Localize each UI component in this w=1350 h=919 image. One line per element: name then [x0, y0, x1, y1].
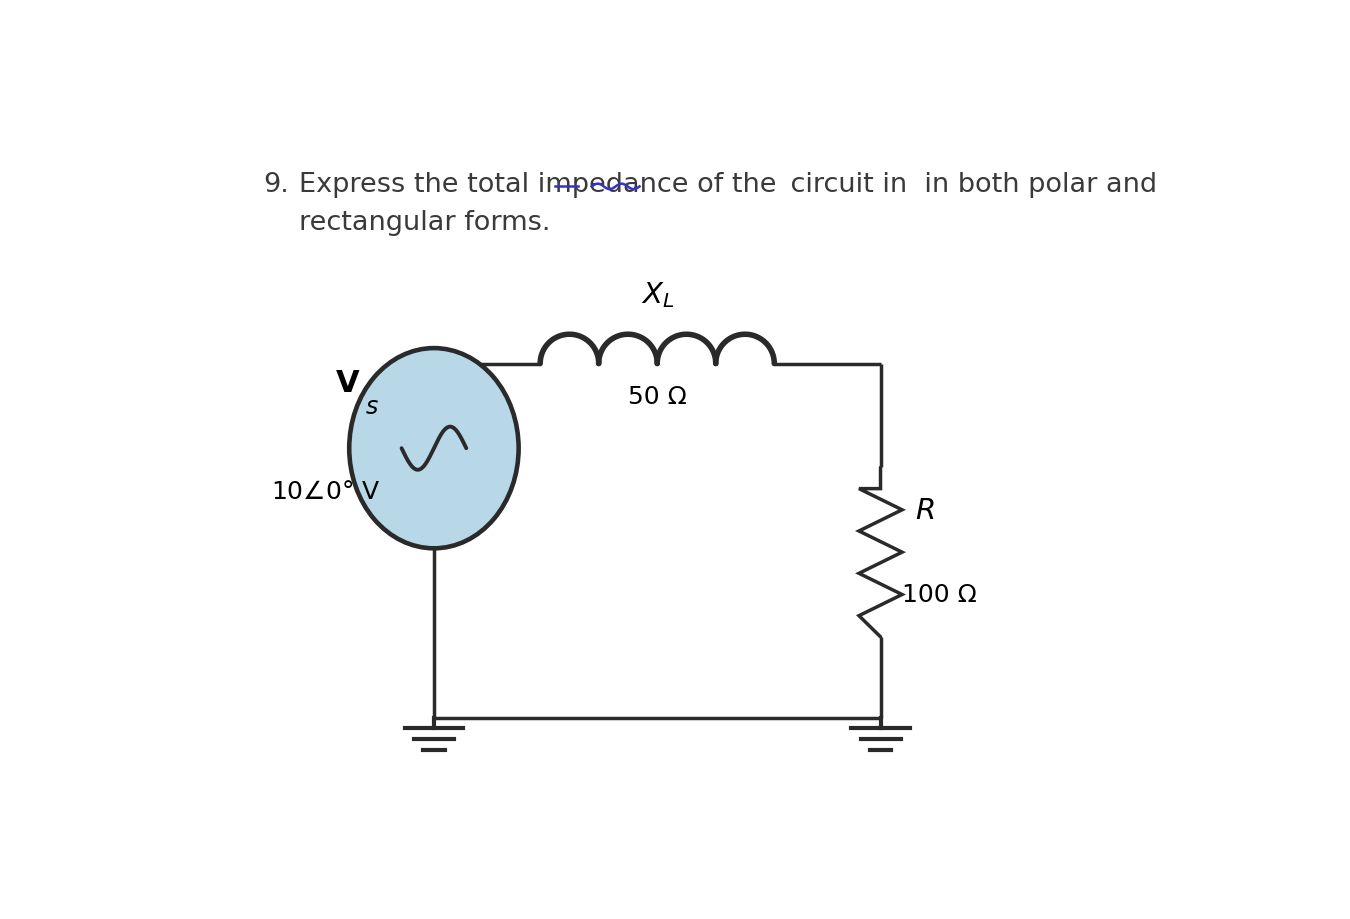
Text: $\mathit{R}$: $\mathit{R}$	[915, 496, 934, 524]
Text: 50 Ω: 50 Ω	[628, 384, 687, 408]
Text: $\mathit{s}$: $\mathit{s}$	[366, 394, 379, 418]
Text: 10$\angle$0° V: 10$\angle$0° V	[271, 479, 381, 503]
Text: $\mathbf{V}$: $\mathbf{V}$	[335, 369, 360, 398]
Text: rectangular forms.: rectangular forms.	[300, 210, 551, 236]
Text: Express the total impedance of the  circuit in  in both polar and: Express the total impedance of the circu…	[300, 172, 1157, 198]
Ellipse shape	[350, 348, 518, 549]
Text: 9.: 9.	[263, 172, 289, 198]
Text: 100 Ω: 100 Ω	[902, 583, 977, 607]
Text: $X_L$: $X_L$	[640, 280, 674, 310]
